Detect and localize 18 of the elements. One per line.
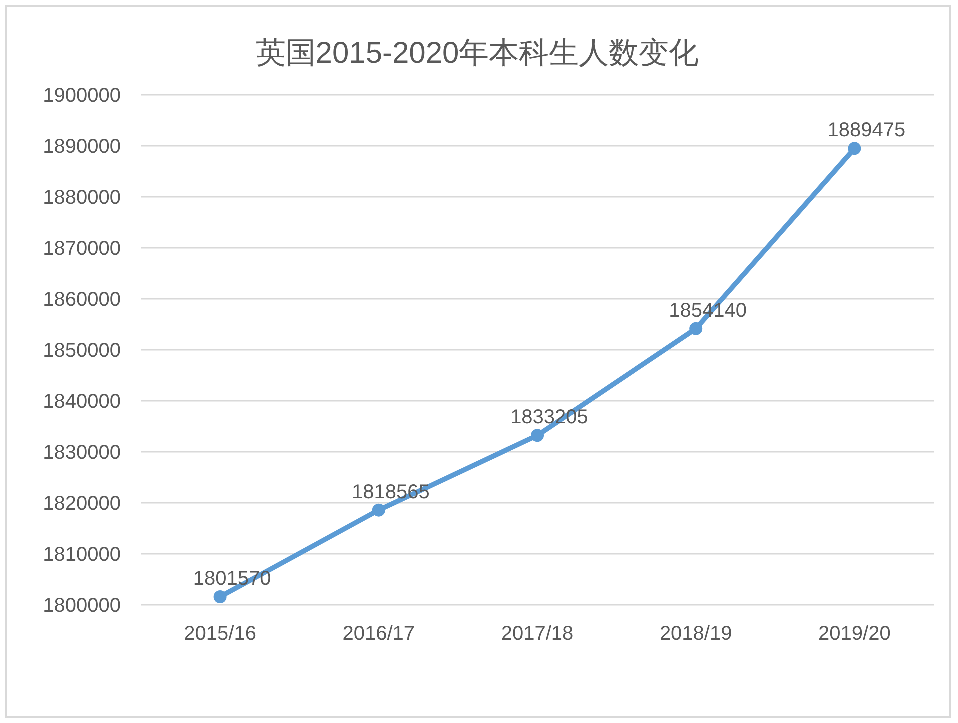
ytick: 1840000 xyxy=(43,391,121,413)
title: 英国2015-2020年本科生人数变化 xyxy=(256,37,700,70)
ytick: 1870000 xyxy=(43,238,121,260)
ytick: 1820000 xyxy=(43,493,121,515)
ytick: 1890000 xyxy=(43,136,121,158)
ytick: 1800000 xyxy=(43,595,121,617)
xtick: 2018/19 xyxy=(660,623,732,645)
ytick: 1830000 xyxy=(43,442,121,464)
ytick: 1810000 xyxy=(43,544,121,566)
ytick: 1860000 xyxy=(43,289,121,311)
data-label: 1889475 xyxy=(828,120,906,142)
ytick: 1850000 xyxy=(43,340,121,362)
ytick: 1880000 xyxy=(43,187,121,209)
xtick: 2016/17 xyxy=(342,623,416,645)
xtick: 2019/20 xyxy=(818,623,891,645)
ytick: 1900000 xyxy=(43,85,121,107)
xtick: 2017/18 xyxy=(501,623,574,645)
xtick: 2015/16 xyxy=(184,623,256,645)
